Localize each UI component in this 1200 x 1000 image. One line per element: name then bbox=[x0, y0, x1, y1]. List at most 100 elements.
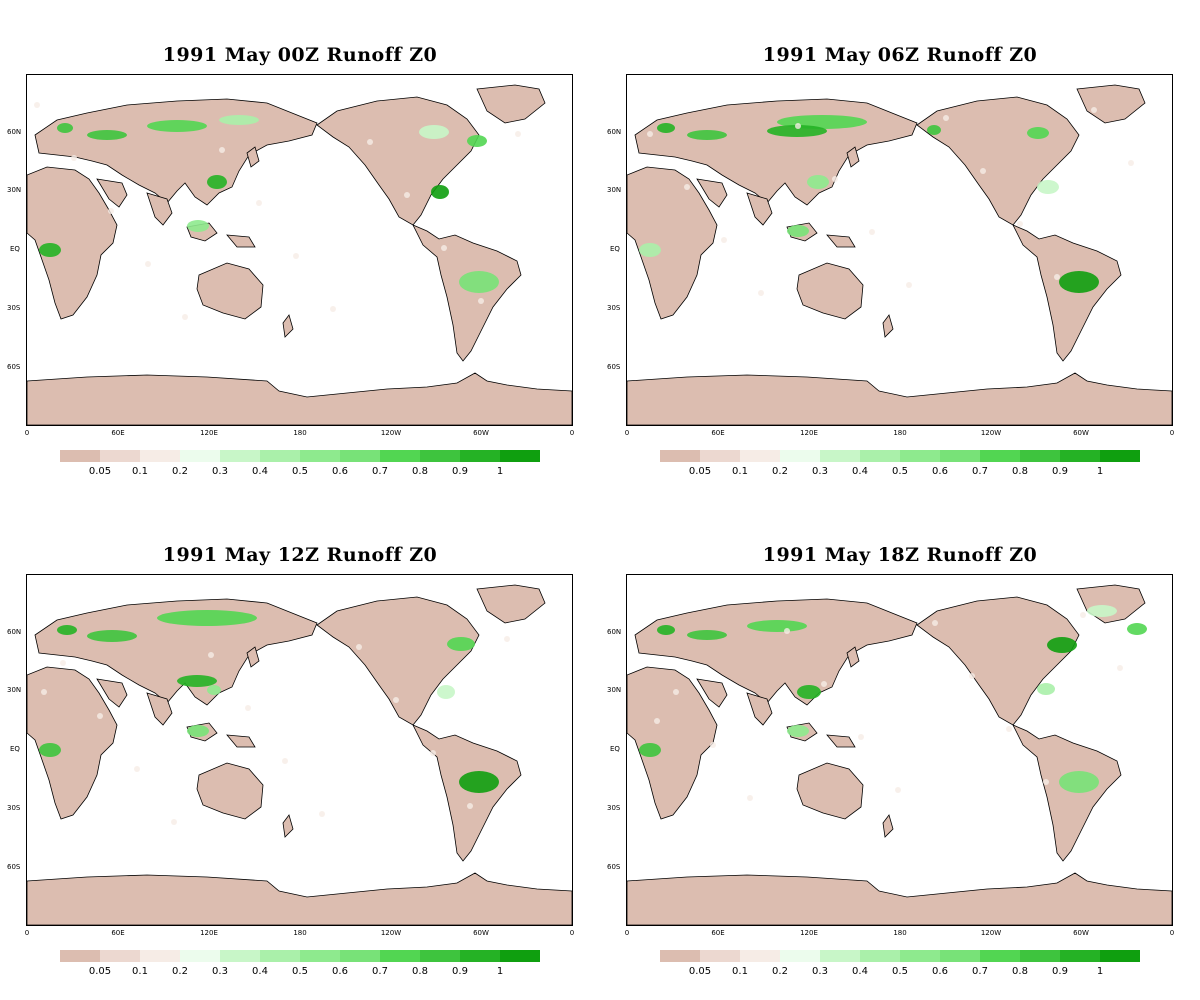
lon-label-60w: 60W bbox=[473, 929, 489, 937]
speckle bbox=[108, 208, 114, 214]
colorbar-swatch bbox=[340, 950, 380, 962]
colorbar-swatch bbox=[1020, 450, 1060, 462]
speckle bbox=[467, 803, 473, 809]
lon-label-0: 0 bbox=[624, 929, 630, 937]
runoff-patch bbox=[459, 771, 499, 793]
colorbar-label: 0.6 bbox=[332, 466, 348, 477]
land-mass bbox=[1076, 584, 1146, 624]
colorbar bbox=[660, 950, 1140, 962]
colorbar-label: 0.4 bbox=[252, 466, 268, 477]
lon-label-0-end: 0 bbox=[1169, 929, 1175, 937]
runoff-patch bbox=[39, 743, 61, 757]
speckle bbox=[504, 636, 510, 642]
land-mass bbox=[916, 596, 1080, 726]
lon-label-180: 180 bbox=[293, 929, 307, 937]
speckle bbox=[1054, 274, 1060, 280]
map-frame bbox=[26, 74, 573, 426]
runoff-patch bbox=[657, 123, 675, 133]
colorbar-swatch bbox=[660, 450, 700, 462]
lat-label-60n: 60N bbox=[607, 128, 622, 136]
land-mass bbox=[412, 724, 522, 862]
colorbar-swatch bbox=[180, 450, 220, 462]
lat-label-30n: 30N bbox=[607, 186, 622, 194]
lon-label-0-end: 0 bbox=[569, 429, 575, 437]
speckle bbox=[1006, 726, 1012, 732]
runoff-patch bbox=[767, 125, 827, 137]
land-mass bbox=[826, 234, 856, 248]
land-mass bbox=[916, 96, 1080, 226]
runoff-patch bbox=[187, 725, 209, 737]
runoff-patch bbox=[147, 120, 207, 132]
lat-label-30s: 30S bbox=[607, 804, 621, 812]
colorbar-label: 0.9 bbox=[1052, 966, 1068, 977]
colorbar-label: 0.3 bbox=[212, 466, 228, 477]
colorbar-swatch bbox=[1060, 950, 1100, 962]
speckle bbox=[1080, 612, 1086, 618]
colorbar-label: 0.9 bbox=[1052, 466, 1068, 477]
speckle bbox=[943, 115, 949, 121]
colorbar bbox=[60, 950, 540, 962]
lon-label-180: 180 bbox=[893, 929, 907, 937]
runoff-patch bbox=[87, 130, 127, 140]
land-mass bbox=[627, 372, 1172, 425]
lon-label-120e: 120E bbox=[800, 429, 818, 437]
colorbar-label: 0.5 bbox=[292, 466, 308, 477]
runoff-patch bbox=[1047, 637, 1077, 653]
speckle bbox=[1091, 107, 1097, 113]
speckle bbox=[1043, 779, 1049, 785]
runoff-patch bbox=[467, 135, 487, 147]
speckle bbox=[97, 713, 103, 719]
runoff-patch bbox=[787, 225, 809, 237]
speckle bbox=[832, 176, 838, 182]
runoff-patch bbox=[207, 175, 227, 189]
lat-label-60n: 60N bbox=[7, 128, 22, 136]
colorbar-swatch bbox=[860, 950, 900, 962]
speckle bbox=[330, 306, 336, 312]
land-group bbox=[627, 584, 1172, 925]
colorbar-swatch bbox=[140, 950, 180, 962]
runoff-patch bbox=[177, 675, 217, 687]
runoff-patch bbox=[1127, 623, 1147, 635]
colorbar-swatch bbox=[820, 450, 860, 462]
colorbar-label: 0.2 bbox=[172, 466, 188, 477]
colorbar-label: 0.2 bbox=[772, 966, 788, 977]
land-mass bbox=[796, 262, 864, 320]
runoff-patch bbox=[1059, 271, 1099, 293]
speckle bbox=[721, 237, 727, 243]
colorbar-label: 0.05 bbox=[88, 966, 112, 977]
colorbar-label: 0.2 bbox=[772, 466, 788, 477]
colorbar-label: 0.6 bbox=[932, 966, 948, 977]
runoff-patch bbox=[219, 115, 259, 125]
land-mass bbox=[696, 178, 728, 208]
colorbar-swatch bbox=[260, 950, 300, 962]
land-mass bbox=[27, 166, 118, 320]
runoff-patch bbox=[157, 610, 257, 626]
lat-label-30n: 30N bbox=[7, 186, 22, 194]
land-mass bbox=[196, 262, 264, 320]
speckle bbox=[208, 652, 214, 658]
lon-label-120e: 120E bbox=[200, 429, 218, 437]
speckle bbox=[134, 766, 140, 772]
speckle bbox=[710, 742, 716, 748]
lon-label-60w: 60W bbox=[1073, 929, 1089, 937]
colorbar-label: 0.05 bbox=[88, 466, 112, 477]
speckle bbox=[758, 290, 764, 296]
speckle bbox=[71, 155, 77, 161]
speckle bbox=[821, 681, 827, 687]
speckle bbox=[647, 131, 653, 137]
speckle bbox=[1128, 160, 1134, 166]
colorbar-label: 0.7 bbox=[372, 466, 388, 477]
runoff-patch bbox=[1059, 771, 1099, 793]
colorbar-label: 0.8 bbox=[1012, 966, 1028, 977]
land-mass bbox=[476, 584, 546, 624]
lat-label-60s: 60S bbox=[607, 363, 621, 371]
colorbar-label: 0.4 bbox=[852, 466, 868, 477]
speckle bbox=[784, 628, 790, 634]
colorbar-swatch bbox=[500, 450, 540, 462]
map-panel-3: 1991 May 12Z Runoff Z0 60N 30N EQ 30S 60… bbox=[0, 500, 600, 1000]
colorbar-swatch bbox=[380, 950, 420, 962]
speckle bbox=[1117, 665, 1123, 671]
runoff-patch bbox=[807, 175, 829, 189]
colorbar-label: 0.1 bbox=[132, 466, 148, 477]
colorbar-swatch bbox=[60, 950, 100, 962]
